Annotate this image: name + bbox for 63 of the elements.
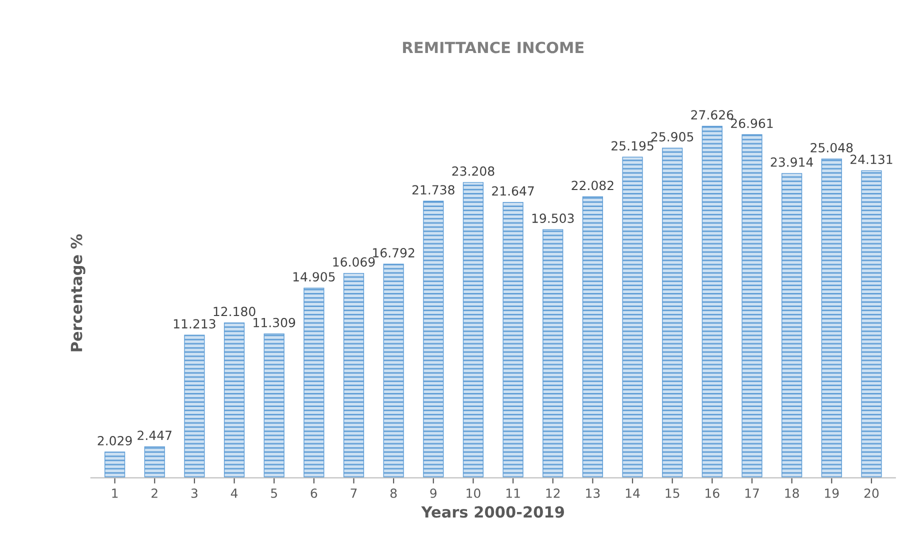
- bar: [582, 196, 603, 478]
- bar: [662, 148, 683, 478]
- data-label: 11.309: [254, 318, 296, 328]
- x-tick-label: 1: [112, 488, 118, 498]
- x-tick-label: 2: [152, 488, 158, 498]
- data-label: 25.048: [810, 142, 853, 152]
- x-tick-label: 6: [310, 488, 318, 498]
- x-tick-label: 9: [430, 488, 436, 498]
- bar: [144, 446, 165, 478]
- data-label: 21.647: [492, 186, 534, 196]
- y-axis-title: Percentage %: [70, 234, 86, 352]
- x-tick-label: 19: [825, 488, 839, 498]
- data-label: 14.905: [293, 272, 335, 282]
- bar: [742, 134, 762, 478]
- bar: [423, 200, 444, 478]
- data-label: 27.626: [691, 110, 734, 120]
- x-tick-label: 14: [626, 488, 640, 498]
- data-label: 11.213: [174, 319, 216, 329]
- x-tick-label: 16: [706, 488, 720, 498]
- data-label: 26.961: [731, 118, 773, 128]
- bar: [184, 334, 205, 478]
- bar: [702, 126, 722, 478]
- x-tick-label: 7: [350, 488, 357, 498]
- data-label: 22.082: [572, 180, 614, 190]
- bar: [622, 156, 643, 478]
- data-label: 25.195: [612, 141, 654, 151]
- x-tick-label: 8: [390, 488, 397, 498]
- x-tick-label: 11: [506, 488, 520, 498]
- bar: [821, 158, 842, 478]
- data-label: 12.180: [214, 306, 256, 316]
- bar: [104, 452, 126, 478]
- bar: [462, 182, 484, 478]
- x-tick-label: 15: [666, 488, 680, 498]
- bar: [264, 334, 284, 478]
- x-tick-label: 10: [466, 488, 480, 498]
- x-tick-label: 4: [230, 488, 238, 498]
- data-label: 16.069: [333, 257, 375, 267]
- x-tick-label: 3: [191, 488, 198, 498]
- data-label: 19.503: [532, 214, 574, 223]
- x-tick-label: 17: [745, 488, 759, 498]
- x-tick-label: 13: [586, 488, 600, 498]
- bar: [383, 264, 404, 478]
- data-label: 2.447: [138, 430, 172, 440]
- chart-title: REMITTANCE INCOME: [403, 42, 584, 54]
- x-tick-label: 20: [864, 488, 879, 498]
- x-tick-label: 5: [271, 488, 277, 498]
- data-label: 25.905: [651, 132, 694, 142]
- data-label: 2.029: [98, 436, 132, 446]
- bar: [861, 170, 882, 478]
- x-axis-title: Years 2000-2019: [421, 506, 564, 518]
- bar: [542, 229, 564, 478]
- data-label: 16.792: [373, 248, 414, 258]
- data-label: 24.131: [850, 154, 892, 164]
- bar: [304, 288, 324, 478]
- data-label: 23.208: [452, 166, 494, 176]
- data-label: 21.738: [412, 185, 454, 195]
- x-tick-label: 18: [785, 488, 799, 498]
- bar: [343, 272, 364, 478]
- bar: [782, 173, 802, 478]
- x-tick-label: 12: [546, 488, 560, 498]
- bar: [224, 322, 245, 478]
- data-label: 23.914: [770, 157, 813, 167]
- bar: [502, 202, 524, 478]
